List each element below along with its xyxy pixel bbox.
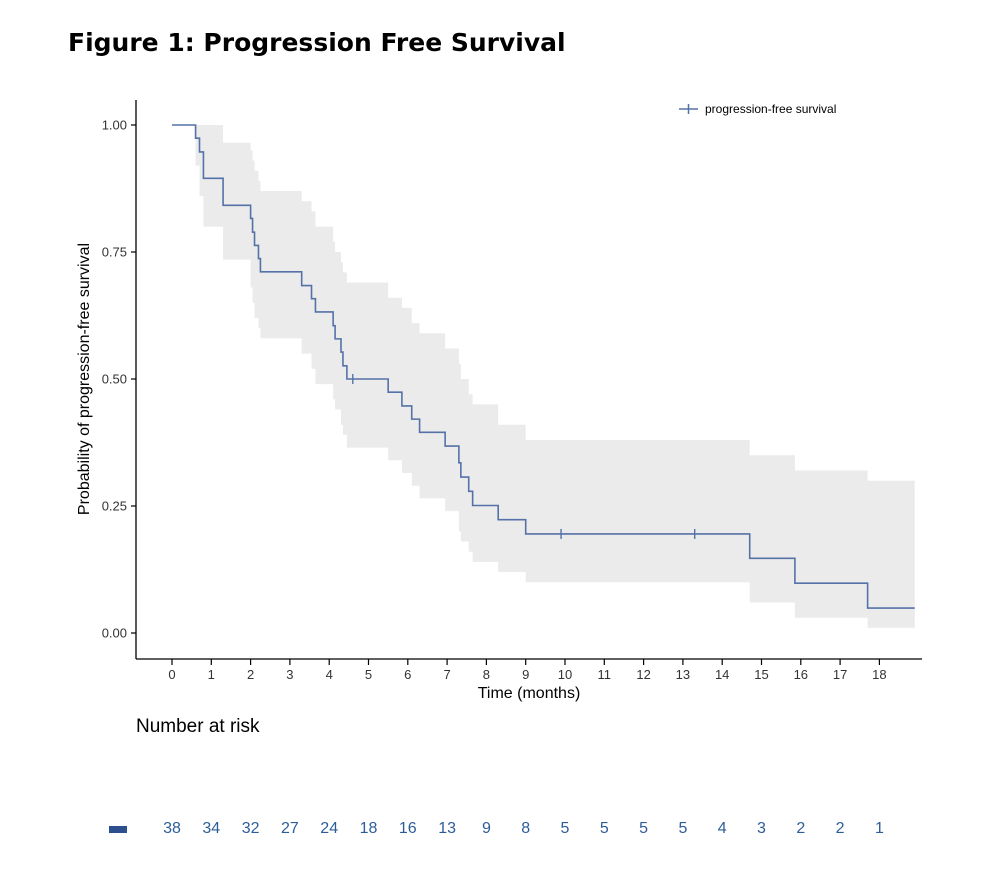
x-tick-label: 10 xyxy=(558,667,572,682)
risk-count: 18 xyxy=(359,820,378,837)
risk-count: 34 xyxy=(202,820,221,837)
y-tick-label: 0.50 xyxy=(102,372,127,387)
x-tick-label: 4 xyxy=(326,667,333,682)
x-tick-label: 7 xyxy=(443,667,450,682)
risk-count: 2 xyxy=(835,820,845,837)
risk-count: 32 xyxy=(241,820,260,837)
y-tick-label: 0.75 xyxy=(102,245,127,260)
ci-band xyxy=(172,125,915,628)
risk-count: 38 xyxy=(163,820,181,837)
x-tick-label: 6 xyxy=(404,667,411,682)
risk-table-title: Number at risk xyxy=(136,716,260,737)
x-tick-label: 11 xyxy=(598,667,612,682)
risk-count: 5 xyxy=(639,820,649,837)
x-tick-label: 17 xyxy=(833,667,847,682)
risk-count: 8 xyxy=(521,820,531,837)
x-tick-label: 12 xyxy=(636,667,650,682)
risk-count: 5 xyxy=(678,820,688,837)
figure-title: Figure 1: Progression Free Survival xyxy=(68,28,566,57)
x-tick-label: 1 xyxy=(208,667,215,682)
x-axis-title: Time (months) xyxy=(478,685,581,702)
survival-curve xyxy=(172,124,915,609)
x-tick-label: 9 xyxy=(522,667,529,682)
x-tick-label: 13 xyxy=(676,667,690,682)
risk-count: 5 xyxy=(599,820,609,837)
risk-count: 16 xyxy=(398,820,417,837)
x-tick-label: 2 xyxy=(247,667,254,682)
risk-count: 24 xyxy=(320,820,339,837)
risk-count: 27 xyxy=(280,820,299,837)
risk-count: 3 xyxy=(757,820,766,837)
risk-count: 2 xyxy=(796,820,806,837)
y-axis-title: Probability of progression-free survival xyxy=(76,243,93,515)
risk-series-swatch xyxy=(109,826,127,833)
x-tick-label: 18 xyxy=(872,667,886,682)
x-tick-label: 15 xyxy=(754,667,768,682)
curve-layer xyxy=(172,124,915,609)
x-tick-label: 8 xyxy=(483,667,490,682)
x-tick-label: 0 xyxy=(168,667,175,682)
y-tick-label: 0.25 xyxy=(102,499,127,514)
x-tick-label: 3 xyxy=(286,667,293,682)
risk-count: 1 xyxy=(874,820,884,837)
risk-count: 9 xyxy=(481,820,491,837)
x-tick-label: 16 xyxy=(794,667,808,682)
y-tick-label: 1.00 xyxy=(102,118,127,133)
risk-count: 4 xyxy=(717,820,727,837)
ci-band-layer xyxy=(172,125,915,628)
x-tick-label: 5 xyxy=(365,667,372,682)
y-tick-label: 0.00 xyxy=(102,626,127,641)
x-tick-label: 14 xyxy=(715,667,729,682)
legend: progression-free survival xyxy=(679,102,836,116)
tick-layer: 0.000.250.500.751.000 1 2 3 4 5 6 7 8 9 10 11 12 13 14… xyxy=(102,118,887,683)
legend-label: progression-free survival xyxy=(705,102,836,116)
risk-count: 13 xyxy=(438,820,456,837)
risk-count: 5 xyxy=(560,820,570,837)
